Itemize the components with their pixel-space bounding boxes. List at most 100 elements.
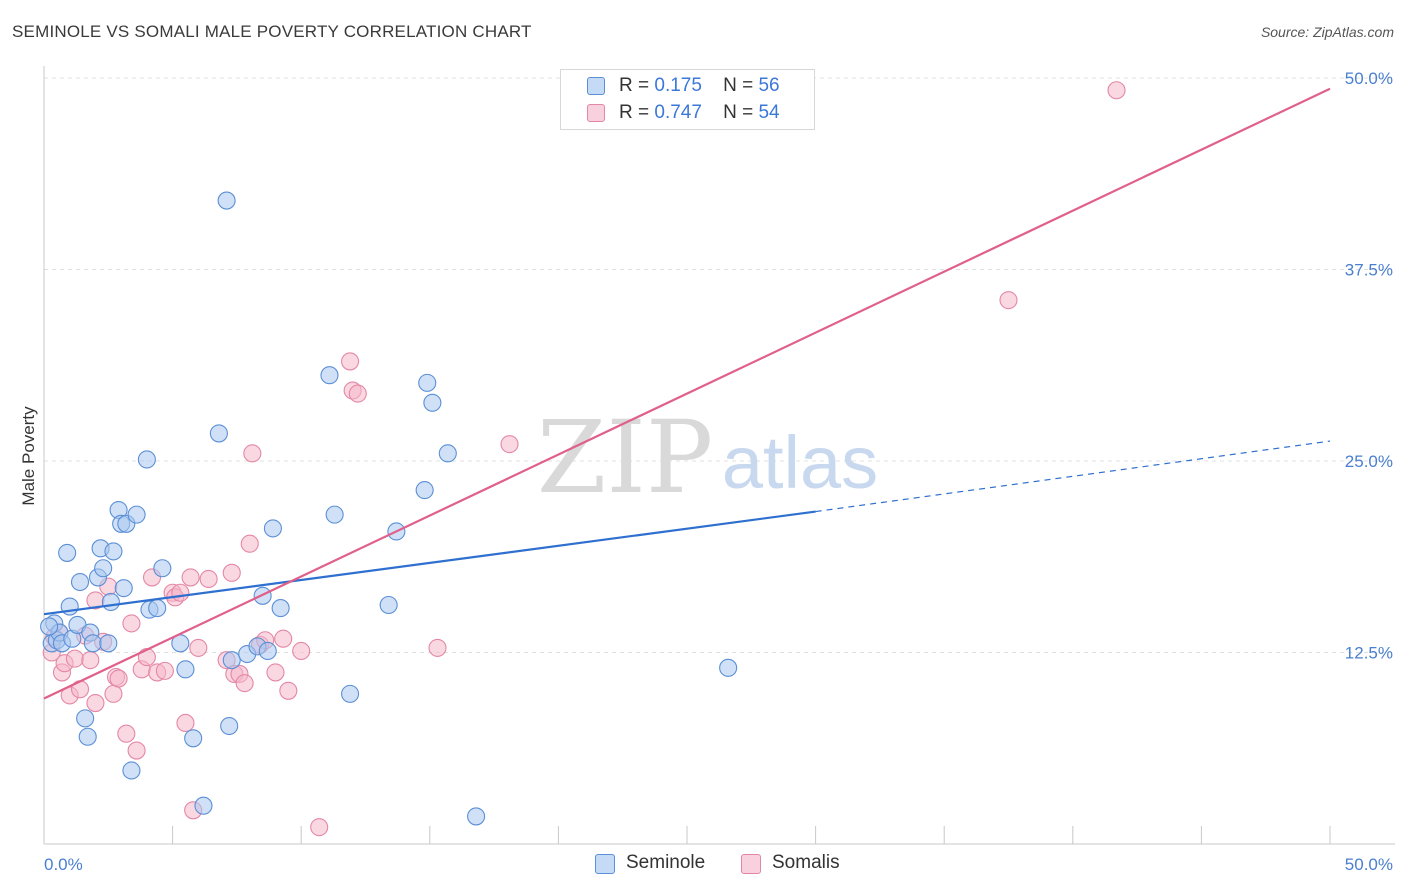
somali-point-50 <box>428 638 447 657</box>
chart-title: SEMINOLE VS SOMALI MALE POVERTY CORRELAT… <box>12 22 532 41</box>
x-tick-label-min: 0.0% <box>44 855 83 874</box>
seminole-point-19 <box>104 542 123 561</box>
seminole-point-37 <box>222 651 241 670</box>
grid-lines <box>44 77 1395 653</box>
somali-trend-line <box>43 87 1331 700</box>
somali-point-43 <box>274 629 293 648</box>
somali-point-6 <box>65 649 84 668</box>
somali-point-42 <box>266 663 285 682</box>
axes <box>43 66 1395 845</box>
seminole-point-52 <box>438 444 457 463</box>
seminole-point-31 <box>176 660 195 679</box>
seminole-point-47 <box>379 595 398 615</box>
seminole-point-25 <box>127 505 146 524</box>
seminole-point-34 <box>209 424 228 443</box>
somali-point-16 <box>109 669 128 688</box>
seminole-point-50 <box>418 373 437 392</box>
bottom-legend-swatch-somali <box>741 854 761 874</box>
seminole-point-42 <box>263 519 282 538</box>
somali-point-53 <box>1107 81 1126 100</box>
somali-point-21 <box>137 648 156 667</box>
seminole-point-5 <box>58 543 77 562</box>
bottom-legend-label-seminole: Seminole <box>626 852 706 873</box>
somali-point-38 <box>240 534 259 553</box>
bottom-legend-label-somali: Somalis <box>772 852 840 873</box>
somali-point-51 <box>500 435 519 454</box>
seminole-point-44 <box>320 366 339 385</box>
seminole-point-26 <box>137 450 156 469</box>
somali-point-18 <box>122 614 141 633</box>
y-tick-label-0: 12.5% <box>1345 644 1393 663</box>
legend-n-somali: 54 <box>758 102 780 123</box>
series-seminole <box>40 191 738 826</box>
y-axis-label: Male Poverty <box>19 406 38 506</box>
seminole-point-53 <box>467 807 486 826</box>
seminole-point-46 <box>341 684 360 703</box>
somali-point-34 <box>222 563 241 582</box>
bottom-legend-swatch-seminole <box>595 854 615 874</box>
somali-point-52 <box>999 291 1018 310</box>
seminole-point-17 <box>99 634 118 653</box>
somali-point-45 <box>292 641 311 661</box>
somali-point-24 <box>155 661 174 680</box>
seminole-point-45 <box>325 505 344 524</box>
seminole-point-35 <box>217 191 236 210</box>
legend-r-somali: 0.747 <box>654 102 702 123</box>
legend-n-label: N = <box>723 75 754 96</box>
legend-r-seminole: 0.175 <box>654 75 702 96</box>
seminole-point-55 <box>40 617 59 636</box>
tick-labels: 12.5% 25.0% 37.5% 50.0% 0.0% 50.0% <box>44 69 1393 874</box>
seminole-point-29 <box>153 559 172 578</box>
seminole-point-28 <box>148 599 167 618</box>
seminole-point-9 <box>70 572 90 592</box>
somali-point-9 <box>81 651 100 670</box>
watermark-zip: ZIP <box>537 399 713 516</box>
somali-point-28 <box>176 713 195 733</box>
seminole-point-16 <box>94 559 113 578</box>
somali-point-49 <box>348 384 367 403</box>
somali-point-29 <box>181 568 200 587</box>
y-tick-label-1: 25.0% <box>1345 452 1393 471</box>
seminole-point-49 <box>415 481 434 500</box>
legend-swatch-somali <box>587 104 605 122</box>
seminole-point-11 <box>78 727 97 746</box>
legend-n-seminole: 56 <box>758 75 780 96</box>
y-tick-label-2: 37.5% <box>1345 261 1393 280</box>
somali-point-44 <box>279 681 298 700</box>
legend-swatch-seminole <box>587 77 605 95</box>
somali-point-10 <box>86 694 105 713</box>
seminole-point-41 <box>258 641 277 661</box>
seminole-trend-line <box>43 510 816 616</box>
legend-n-label: N = <box>723 102 754 123</box>
somali-point-32 <box>199 569 218 589</box>
seminole-point-18 <box>101 592 120 611</box>
somali-point-39 <box>243 444 262 463</box>
legend-r-label: R = <box>619 75 650 96</box>
x-tick-label-max: 50.0% <box>1345 855 1393 874</box>
seminole-point-54 <box>719 658 738 677</box>
legend: R = 0.175 N = 56 R = 0.747 N = 54 <box>560 69 815 130</box>
seminole-point-22 <box>114 579 133 598</box>
somali-point-31 <box>189 638 208 657</box>
trend-lines <box>43 87 1331 700</box>
chart-source: Source: ZipAtlas.com <box>1260 24 1394 40</box>
seminole-point-13 <box>83 634 102 653</box>
seminole-point-51 <box>423 393 442 412</box>
somali-point-27 <box>171 583 190 602</box>
seminole-point-32 <box>184 729 203 748</box>
seminole-point-36 <box>220 716 239 736</box>
somali-point-17 <box>117 724 136 743</box>
somali-point-47 <box>341 352 360 371</box>
y-tick-label-3: 50.0% <box>1345 69 1393 88</box>
watermark: ZIP atlas <box>537 399 878 516</box>
somali-point-46 <box>310 818 329 837</box>
seminole-trend-extension <box>815 440 1331 513</box>
seminole-point-24 <box>122 761 141 780</box>
seminole-point-43 <box>271 599 290 618</box>
seminole-point-10 <box>76 709 95 728</box>
seminole-point-33 <box>194 796 213 815</box>
legend-r-label: R = <box>619 102 650 123</box>
somali-point-37 <box>235 674 254 693</box>
watermark-atlas: atlas <box>722 421 878 504</box>
